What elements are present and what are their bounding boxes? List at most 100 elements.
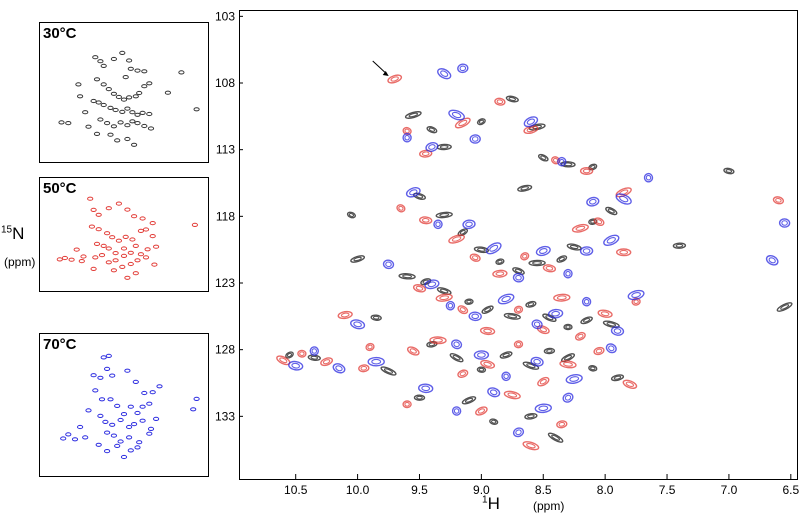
peak-1-18 [571,223,589,233]
peak-2-37 [451,406,462,416]
mini-peak [109,235,116,240]
mini-peak [115,201,123,206]
mini-peak [146,111,153,117]
mini-peak [110,91,118,96]
peak-1-10 [337,310,353,320]
mini-peak [124,123,131,128]
peak-2-45 [512,427,525,438]
mini-peak [104,231,111,236]
y-tick-label: 113 [216,143,235,157]
mini-peak [97,413,104,419]
mini-peak [124,207,131,212]
mini-peak [132,271,139,276]
mini-peak [80,254,87,259]
peak-1-23 [435,293,453,302]
mini-peak [191,222,198,228]
peak-1-19 [593,217,605,227]
peak-1-17 [542,264,557,273]
peak-0-32 [602,320,620,329]
mini-peak [82,435,89,440]
y-axis-unit: (ppm) [4,255,36,269]
mini-peak [98,397,106,402]
mini-peak [139,404,146,409]
peak-1-15 [492,269,508,278]
mini-peak [82,110,89,115]
peak-0-40 [588,365,598,372]
peak-1-38 [559,360,577,369]
y-tick-label: 108 [215,76,235,90]
peak-2-16 [535,245,551,257]
mini-peak [134,68,141,73]
peak-1-47 [320,357,334,367]
mini-peak [97,59,104,64]
mini-peak [119,264,126,270]
mini-peak [115,94,123,100]
panel-50c-label: 50°C [43,180,77,197]
mini-peak [105,87,112,92]
mini-peak [107,105,114,111]
mini-peak [110,268,118,273]
peak-2-23 [468,311,482,322]
peak-1-33 [429,336,447,345]
peak-2-27 [581,296,592,307]
mini-peak [68,257,75,262]
peak-2-5 [469,134,481,144]
mini-peak [134,445,141,450]
peak-2-14 [485,242,502,255]
mini-peak [139,418,146,423]
x-tick-label: 8.0 [597,483,614,497]
peak-2-44 [367,356,385,367]
peak-1-29 [574,331,586,341]
mini-peak [100,63,107,69]
peak-2-30 [451,339,463,350]
peak-0-15 [495,258,505,266]
mini-peak [153,244,160,249]
peak-2-48 [765,255,779,266]
mini-peak [109,373,116,378]
peak-0-34 [449,353,464,363]
mini-peak [95,227,102,232]
mini-peak [77,424,84,430]
mini-peak [127,404,134,409]
y-tick-label: 123 [215,276,235,290]
panel-50c: 50°C [39,177,209,292]
mini-peak [110,433,118,438]
mini-peak [149,390,156,395]
mini-peak [110,56,118,62]
mini-peak [92,55,99,60]
mini-peak [149,221,156,226]
panel-70c: 70°C [39,333,209,477]
peak-2-43 [332,363,346,374]
mini-peak [141,123,148,129]
peak-2-2 [402,132,412,143]
peak-0-31 [580,316,593,325]
mini-series-1 [56,196,198,280]
mini-peak [146,431,153,436]
peak-0-30 [563,323,573,331]
mini-peak [136,440,143,445]
mini-peak [151,262,158,267]
x-tick-label: 10.5 [284,483,308,497]
mini-peak [77,94,84,99]
peak-2-31 [473,350,490,360]
peak-2-13 [462,219,476,230]
mini-peak [120,412,128,417]
x-axis-label-nucleus: H [487,494,500,513]
peak-1-26 [513,305,524,314]
main-spectrum-plot [276,60,793,451]
mini-peak [129,237,136,242]
peak-2-3 [425,142,439,152]
peak-0-45 [489,418,499,426]
mini-peak [127,448,134,453]
peak-0-38 [543,347,556,355]
peak-2-8 [586,196,600,207]
x-tick-label: 7.5 [659,483,676,497]
peak-1-36 [513,340,524,349]
peak-1-22 [412,284,427,293]
mini-peak [137,228,145,234]
peak-0-6 [505,95,519,103]
mini-peak [95,442,102,447]
peak-0-44 [461,396,477,405]
peak-0-49 [350,255,366,263]
mini-peak [131,214,138,219]
